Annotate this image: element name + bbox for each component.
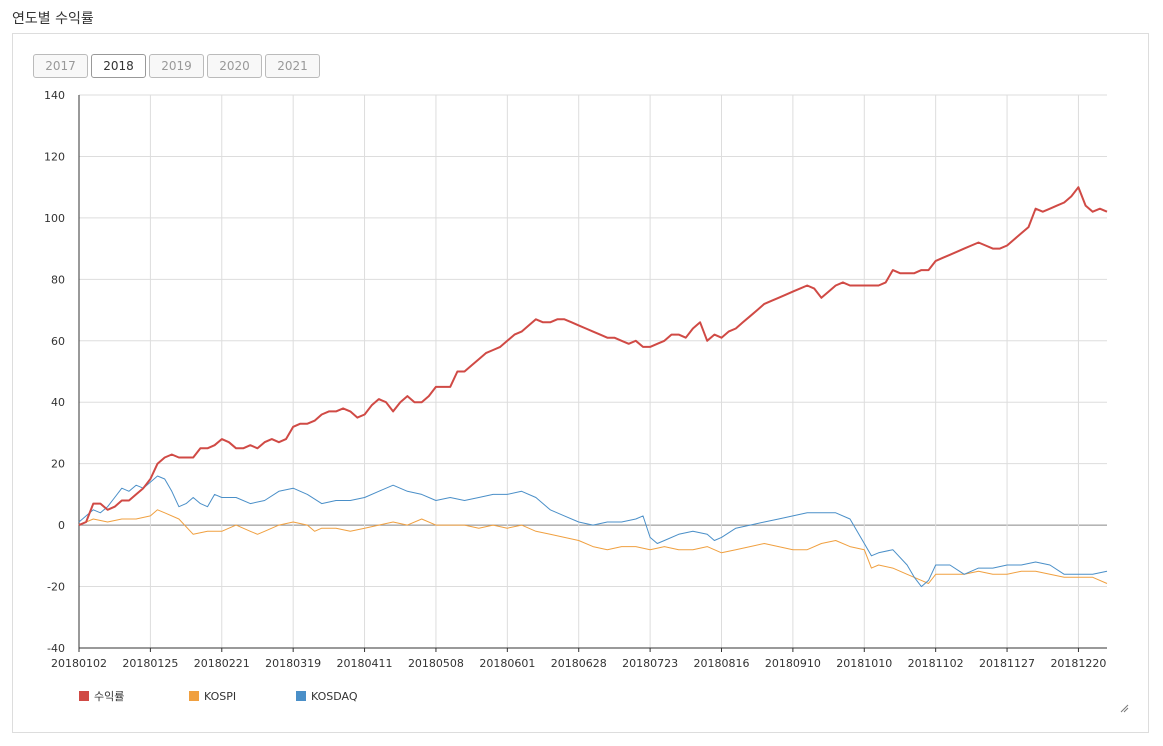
series-line-returns: [78, 186, 1108, 527]
page-title: 연도별 수익률: [12, 11, 94, 27]
chart-panel: [12, 33, 1149, 733]
series-line-kospi: [78, 509, 1108, 584]
y-tick-label: -20: [47, 581, 65, 594]
legend-label-kospi: KOSPI: [204, 689, 237, 703]
tab-2018[interactable]: 2018: [91, 54, 146, 78]
legend-item-returns[interactable]: 수익률: [79, 688, 189, 704]
tab-2021[interactable]: 2021: [265, 54, 320, 78]
tab-2017[interactable]: 2017: [33, 54, 88, 78]
year-tabs: 2017 2018 2019 2020 2021: [33, 54, 320, 78]
tab-2020[interactable]: 2020: [207, 54, 262, 78]
y-tick-label: 20: [51, 458, 65, 471]
x-tick-label: 20180319: [265, 657, 321, 670]
legend-swatch-kospi: [189, 691, 199, 701]
y-tick-label: -40: [47, 642, 65, 655]
x-tick-label: 20180628: [551, 657, 607, 670]
x-tick-label: 20181102: [908, 657, 964, 670]
tab-2019[interactable]: 2019: [149, 54, 204, 78]
y-tick-label: 80: [51, 273, 65, 286]
y-tick-label: 60: [51, 335, 65, 348]
x-tick-label: 20181010: [836, 657, 892, 670]
legend-swatch-returns: [79, 691, 89, 701]
legend-label-kosdaq: KOSDAQ: [311, 689, 358, 703]
x-tick-label: 20180723: [622, 657, 678, 670]
legend-swatch-kosdaq: [296, 691, 306, 701]
x-tick-label: 20180816: [694, 657, 750, 670]
x-tick-label: 20180411: [337, 657, 393, 670]
x-tick-label: 20181220: [1050, 657, 1106, 670]
y-tick-label: 100: [44, 212, 65, 225]
x-tick-label: 20180508: [408, 657, 464, 670]
x-tick-label: 20180221: [194, 657, 250, 670]
x-tick-label: 20180910: [765, 657, 821, 670]
y-tick-label: 40: [51, 396, 65, 409]
y-tick-label: 120: [44, 150, 65, 163]
x-tick-label: 20180601: [479, 657, 535, 670]
y-tick-label: 0: [58, 519, 65, 532]
y-tick-label: 140: [44, 89, 65, 102]
resize-handle-icon[interactable]: [1119, 703, 1129, 713]
legend-item-kosdaq[interactable]: KOSDAQ: [296, 688, 406, 704]
x-tick-label: 20180102: [51, 657, 107, 670]
chart-legend: 수익률 KOSPI KOSDAQ: [79, 688, 406, 704]
legend-label-returns: 수익률: [94, 690, 125, 703]
x-tick-label: 20180125: [122, 657, 178, 670]
series-line-kosdaq: [78, 475, 1108, 588]
x-tick-label: 20181127: [979, 657, 1035, 670]
legend-item-kospi[interactable]: KOSPI: [189, 688, 296, 704]
